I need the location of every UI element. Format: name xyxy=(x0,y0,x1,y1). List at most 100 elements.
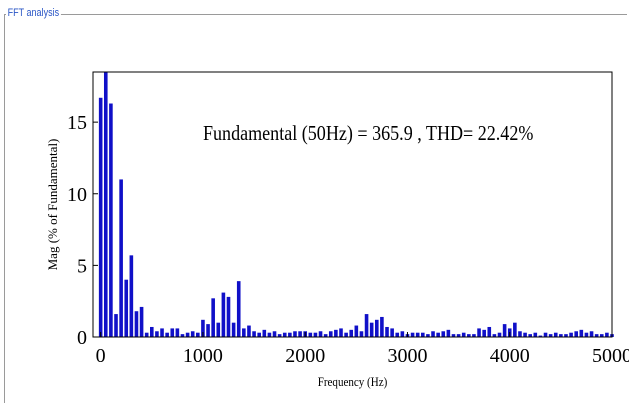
bar-3250hz xyxy=(431,331,435,337)
bar-1350hz xyxy=(236,281,241,337)
bar-4550hz xyxy=(564,334,568,337)
bar-4700hz xyxy=(579,329,584,337)
bar-4150hz xyxy=(523,332,527,337)
bar-3050hz xyxy=(410,332,415,337)
bar-0hz xyxy=(98,97,103,337)
fft-analysis-panel xyxy=(4,14,627,403)
x-tick-label: 4000 xyxy=(490,345,530,367)
bar-750hz xyxy=(175,328,180,337)
bar-1450hz xyxy=(247,325,251,337)
bar-3150hz xyxy=(421,332,425,337)
bar-2350hz xyxy=(339,328,343,337)
bar-1950hz xyxy=(298,331,302,337)
x-tick-label: 3000 xyxy=(387,345,427,367)
bar-150hz xyxy=(114,314,118,337)
y-tick-label: 15 xyxy=(67,112,87,134)
bar-3550hz xyxy=(461,332,466,337)
bar-1550hz xyxy=(257,332,261,337)
bar-4650hz xyxy=(574,331,579,337)
y-tick-label: 10 xyxy=(67,184,87,206)
x-tick-label: 1000 xyxy=(183,345,223,367)
bar-4350hz xyxy=(543,332,548,337)
bar-450hz xyxy=(144,332,149,337)
bar-3100hz xyxy=(415,332,420,337)
bar-4850hz xyxy=(594,334,599,337)
bar-4400hz xyxy=(548,334,553,337)
bar-1850hz xyxy=(288,332,292,337)
bar-1200hz xyxy=(221,292,226,337)
bar-3750hz xyxy=(482,329,486,337)
bar-4250hz xyxy=(533,332,538,337)
y-axis-label: Mag (% of Fundamental) xyxy=(45,139,60,271)
bar-550hz xyxy=(155,331,159,337)
bar-4050hz xyxy=(513,322,517,337)
bar-850hz xyxy=(185,332,190,337)
bar-1700hz xyxy=(272,331,277,337)
bar-3950hz xyxy=(502,324,507,337)
bar-2100hz xyxy=(313,332,318,337)
bar-2050hz xyxy=(308,332,313,337)
bar-2800hz xyxy=(385,326,389,337)
bar-2750hz xyxy=(380,316,384,337)
bar-1900hz xyxy=(293,331,297,337)
bar-600hz xyxy=(160,328,164,337)
bar-3850hz xyxy=(492,334,497,337)
bar-2200hz xyxy=(323,334,328,337)
bar-100hz xyxy=(109,103,113,337)
x-tick-label: 2000 xyxy=(285,345,325,367)
bar-400hz xyxy=(139,306,144,337)
bar-2600hz xyxy=(364,314,369,337)
bar-3600hz xyxy=(467,334,471,337)
bar-3900hz xyxy=(497,332,502,337)
bar-2550hz xyxy=(359,331,364,337)
bar-4800hz xyxy=(589,331,594,337)
bar-1250hz xyxy=(226,296,231,337)
bar-3300hz xyxy=(436,332,440,337)
bar-4750hz xyxy=(584,332,589,337)
bar-800hz xyxy=(180,334,185,337)
bar-700hz xyxy=(170,328,175,337)
bar-4300hz xyxy=(538,335,543,337)
x-axis-label: Frequency (Hz) xyxy=(318,374,388,389)
y-tick-label: 5 xyxy=(77,255,87,277)
bar-2400hz xyxy=(344,332,348,337)
bar-2950hz xyxy=(400,331,405,337)
bar-3450hz xyxy=(451,334,456,337)
bar-3400hz xyxy=(446,329,451,337)
bar-4600hz xyxy=(569,332,573,337)
bar-1100hz xyxy=(211,298,215,337)
panel-title: FFT analysis xyxy=(6,7,61,19)
bar-1650hz xyxy=(267,332,272,337)
bar-350hz xyxy=(134,311,139,337)
bar-1750hz xyxy=(277,334,282,337)
bar-1000hz xyxy=(201,319,205,337)
bar-300hz xyxy=(129,255,134,337)
y-axis-ticks: 0 5 10 15 xyxy=(67,112,98,349)
bar-2250hz xyxy=(328,331,333,337)
bar-3650hz xyxy=(472,334,476,337)
bar-4450hz xyxy=(553,332,558,337)
bar-1800hz xyxy=(282,332,287,337)
bar-2650hz xyxy=(369,322,374,337)
bar-2150hz xyxy=(318,331,323,337)
bar-3800hz xyxy=(487,326,492,337)
bar-2450hz xyxy=(349,329,354,337)
bar-2300hz xyxy=(334,329,338,337)
bar-3500hz xyxy=(456,334,461,337)
bar-200hz xyxy=(119,179,123,337)
bar-1500hz xyxy=(252,331,256,337)
bar-4950hz xyxy=(605,332,609,337)
bar-4900hz xyxy=(599,334,604,337)
bar-2500hz xyxy=(354,325,359,337)
bar-1050hz xyxy=(206,324,210,337)
bar-500hz xyxy=(150,326,154,337)
bar-1300hz xyxy=(231,322,236,337)
bar-3200hz xyxy=(426,334,430,337)
bar-650hz xyxy=(165,332,169,337)
y-tick-label: 0 xyxy=(77,327,87,349)
thd-annotation: Fundamental (50Hz) = 365.9 , THD= 22.42% xyxy=(203,123,533,146)
bar-2700hz xyxy=(374,319,379,337)
bar-4500hz xyxy=(559,334,563,337)
bar-250hz xyxy=(124,279,129,337)
